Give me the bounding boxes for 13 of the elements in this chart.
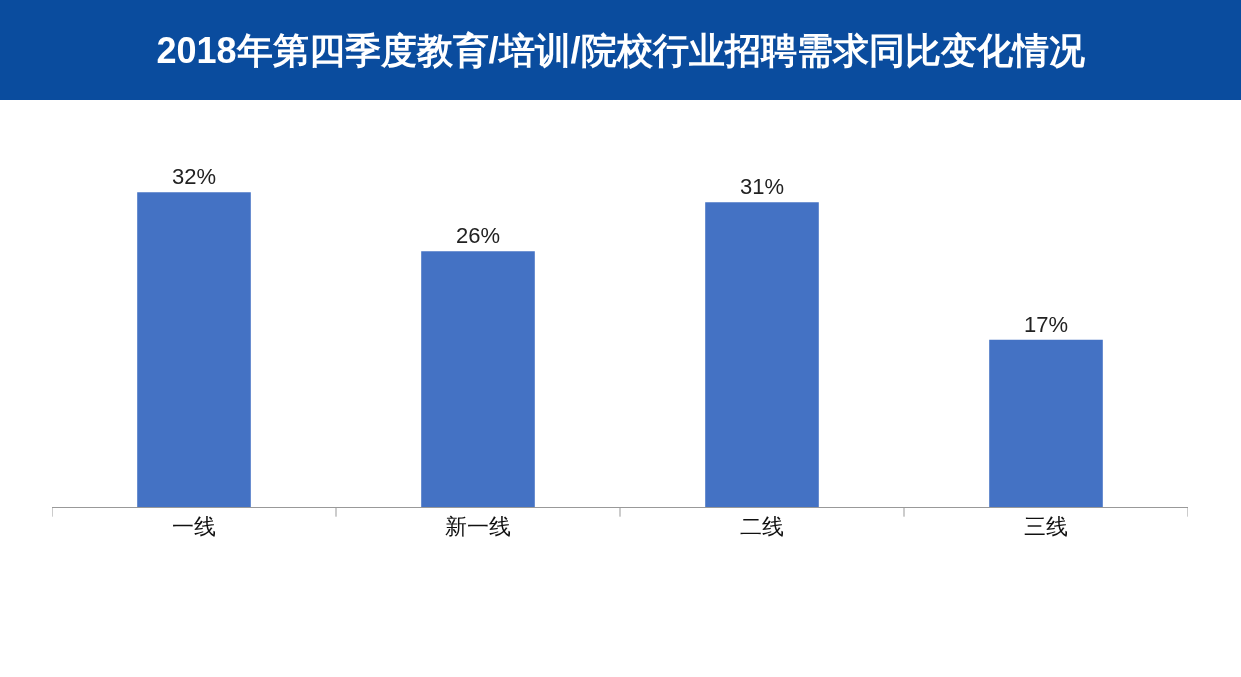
data-label: 32% — [171, 164, 217, 190]
chart-title: 2018年第四季度教育/培训/院校行业招聘需求同比变化情况 — [156, 30, 1085, 72]
bar — [989, 339, 1103, 507]
bar — [137, 192, 251, 507]
x-tick-label: 新一线 — [445, 514, 511, 540]
bar — [421, 251, 535, 507]
x-tick-label: 三线 — [1024, 514, 1068, 540]
data-label: 17% — [1023, 311, 1069, 337]
data-label: 26% — [455, 223, 501, 249]
x-tick-label: 一线 — [172, 514, 216, 540]
data-label: 31% — [739, 174, 785, 200]
bar — [705, 202, 819, 507]
x-tick-label: 二线 — [740, 514, 784, 540]
